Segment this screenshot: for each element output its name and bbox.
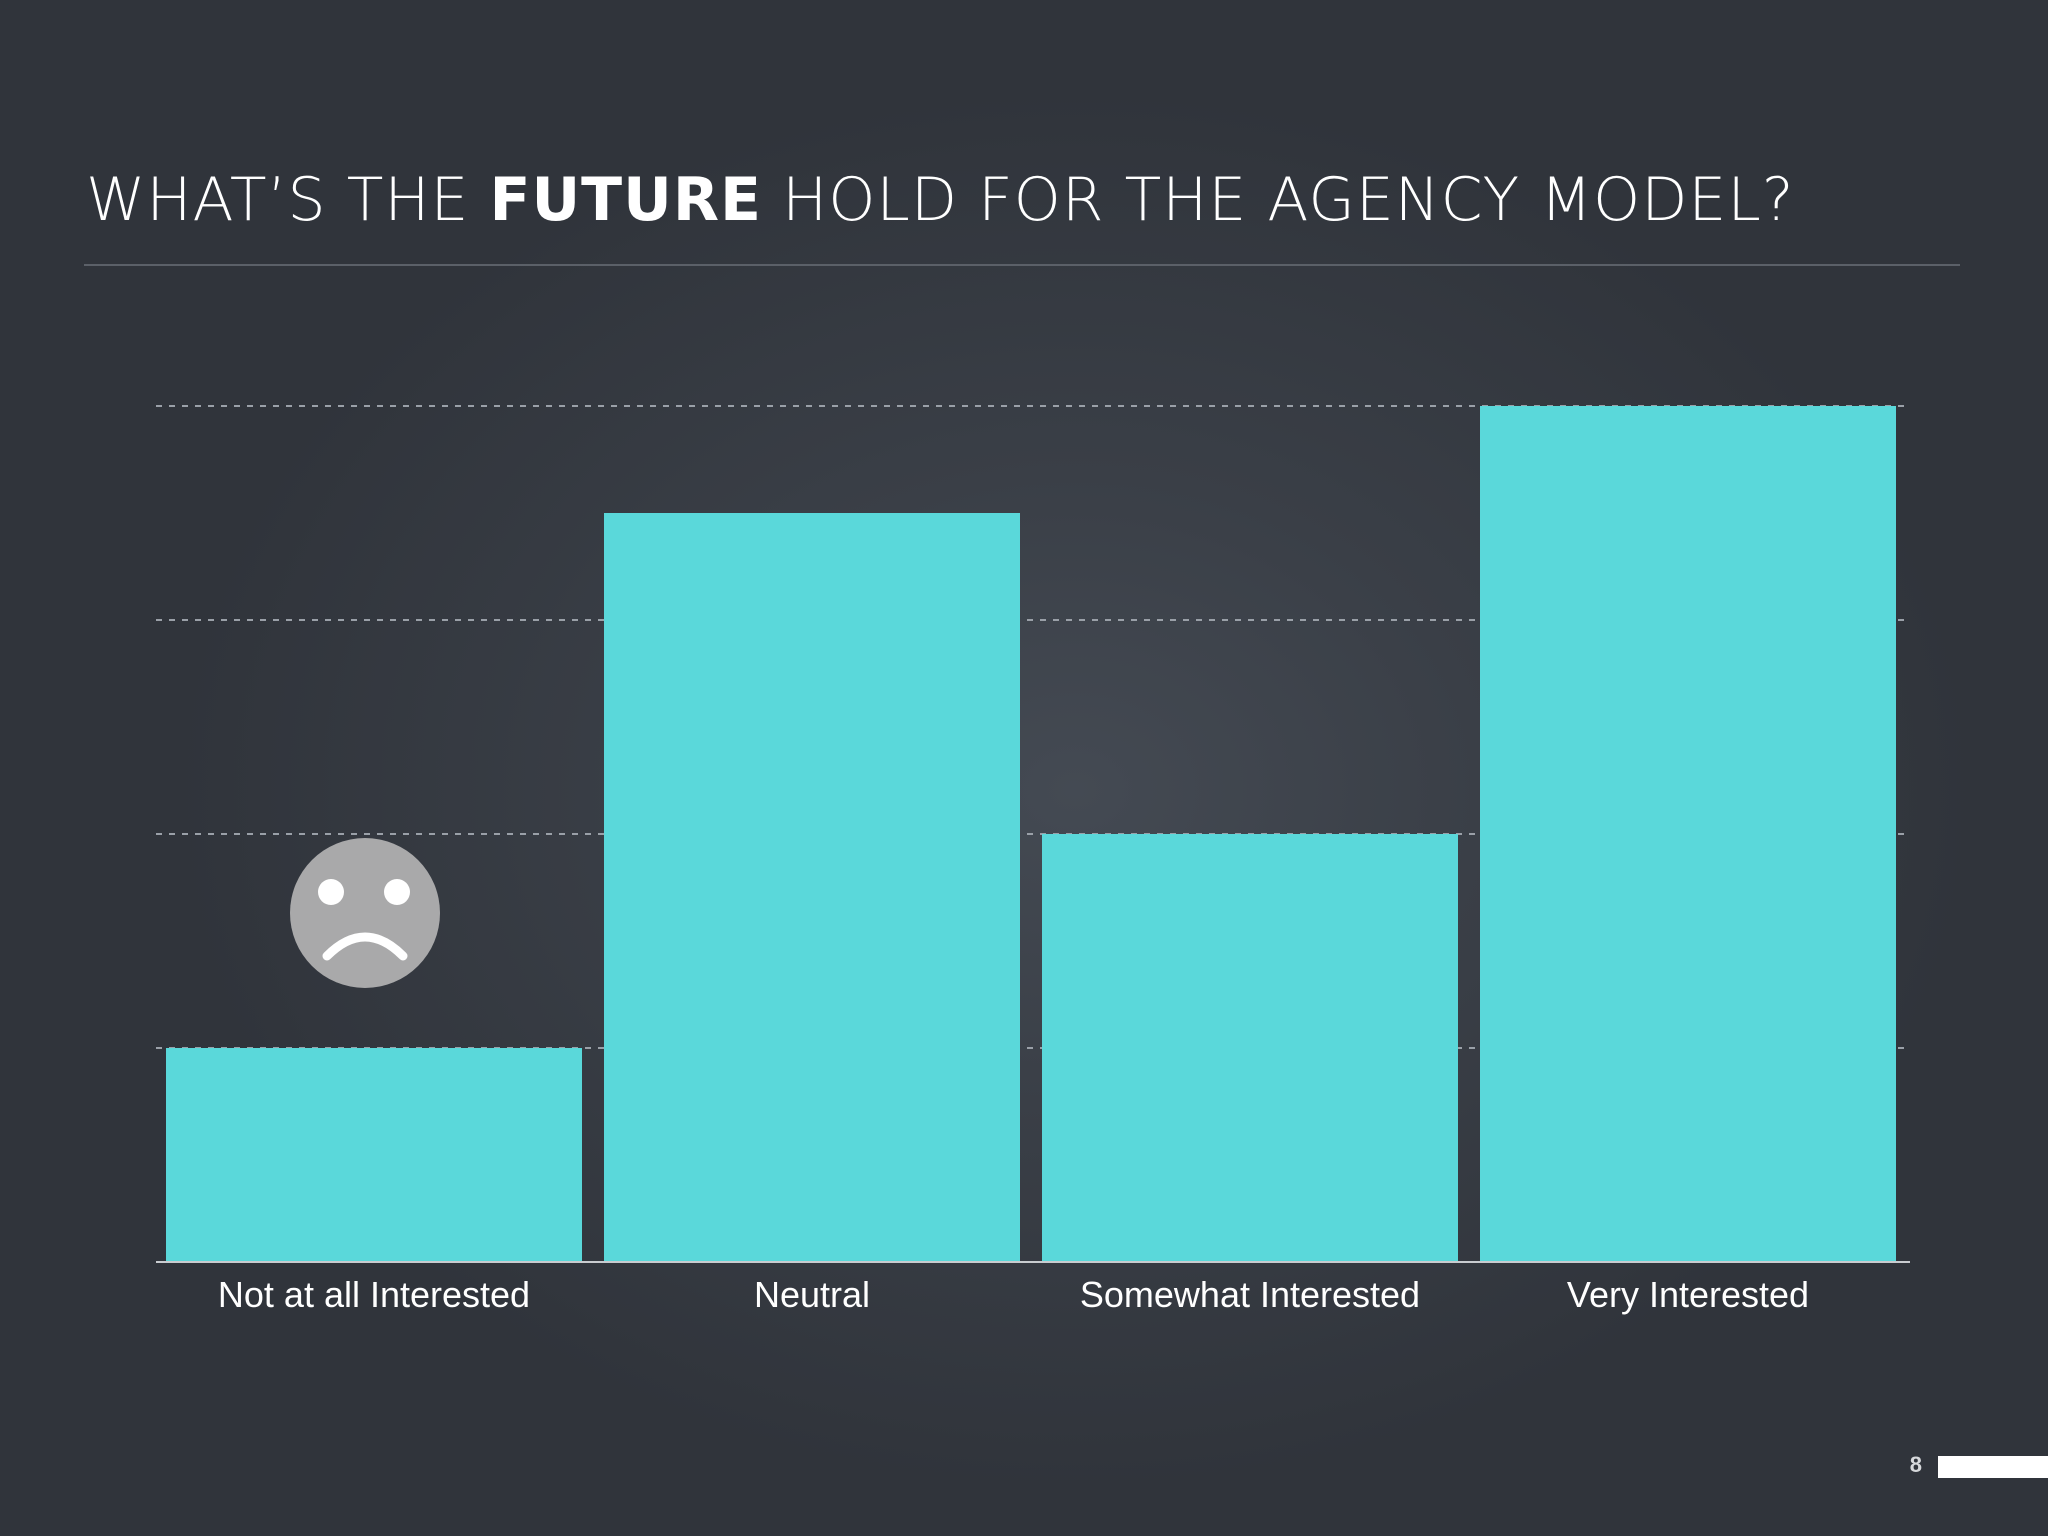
bars — [166, 406, 1896, 1262]
x-tick-labels: Not at all Interested Neutral Somewhat Int… — [218, 1274, 1809, 1315]
title-divider — [84, 264, 1960, 266]
sad-face-icon — [290, 838, 440, 988]
title-part1: WHAT’S THE — [86, 165, 490, 235]
bar — [604, 513, 1020, 1262]
x-tick-label: Very Interested — [1567, 1274, 1809, 1315]
title-emphasis: FUTURE — [489, 165, 763, 235]
x-tick-label: Neutral — [754, 1274, 870, 1315]
bar — [166, 1048, 582, 1262]
page-indicator-bar — [1938, 1456, 2048, 1478]
slide-title: WHAT’S THE FUTURE HOLD FOR THE AGENCY MO… — [86, 165, 1795, 235]
bar — [1480, 406, 1896, 1262]
annotations — [290, 838, 440, 988]
bar — [1042, 834, 1458, 1262]
x-tick-label: Not at all Interested — [218, 1274, 530, 1315]
page-number: 8 — [1909, 1452, 1922, 1477]
x-tick-label: Somewhat Interested — [1080, 1274, 1420, 1315]
title-part2: HOLD FOR THE AGENCY MODEL? — [762, 165, 1795, 235]
